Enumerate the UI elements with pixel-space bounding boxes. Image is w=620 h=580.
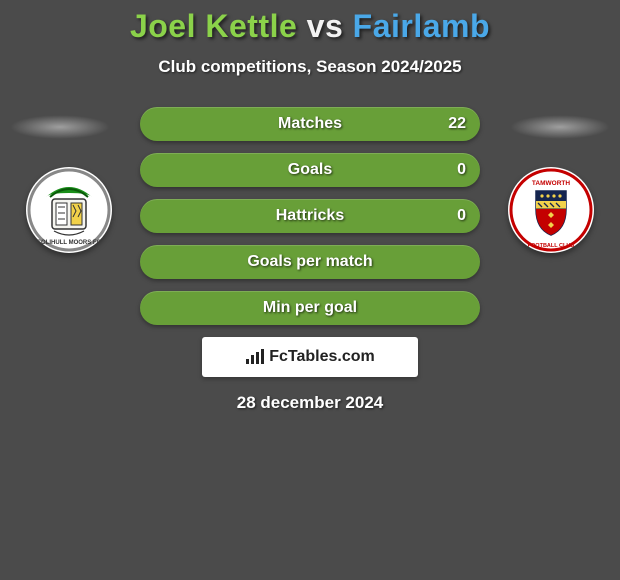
- stat-row: Hattricks 0: [140, 199, 480, 233]
- club-badge-right: TAMWORTH FOOTBALL CLUB: [508, 167, 594, 253]
- player-b-name: Fairlamb: [353, 8, 490, 44]
- brand-box[interactable]: FcTables.com: [202, 337, 418, 377]
- club-crest-right-icon: TAMWORTH FOOTBALL CLUB: [508, 167, 594, 253]
- stats-zone: SOLIHULL MOORS FC TAMWORTH FOOTBA: [0, 107, 620, 325]
- bar-chart-icon: [245, 349, 265, 365]
- stat-row: Min per goal: [140, 291, 480, 325]
- stat-label: Goals: [288, 161, 332, 179]
- svg-text:SOLIHULL MOORS FC: SOLIHULL MOORS FC: [37, 240, 102, 246]
- stat-label: Goals per match: [247, 253, 372, 271]
- brand: FcTables.com: [245, 348, 375, 366]
- stat-value-right: 22: [448, 115, 466, 133]
- comparison-card: Joel Kettle vs Fairlamb Club competition…: [0, 0, 620, 580]
- halo-left: [10, 115, 110, 139]
- svg-text:FOOTBALL CLUB: FOOTBALL CLUB: [528, 243, 575, 249]
- date: 28 december 2024: [0, 393, 620, 413]
- stat-row: Matches 22: [140, 107, 480, 141]
- subtitle: Club competitions, Season 2024/2025: [0, 57, 620, 77]
- stat-label: Hattricks: [276, 207, 344, 225]
- brand-text: FcTables.com: [269, 348, 375, 366]
- stat-value-right: 0: [457, 161, 466, 179]
- stat-value-right: 0: [457, 207, 466, 225]
- stat-row: Goals per match: [140, 245, 480, 279]
- halo-right: [510, 115, 610, 139]
- player-a-name: Joel Kettle: [130, 8, 297, 44]
- club-badge-left: SOLIHULL MOORS FC: [26, 167, 112, 253]
- stat-label: Min per goal: [263, 299, 357, 317]
- stat-label: Matches: [278, 115, 342, 133]
- svg-text:TAMWORTH: TAMWORTH: [532, 180, 570, 187]
- club-crest-left-icon: SOLIHULL MOORS FC: [26, 167, 112, 253]
- page-title: Joel Kettle vs Fairlamb: [0, 8, 620, 45]
- vs-text: vs: [307, 8, 344, 44]
- stat-rows: Matches 22 Goals 0 Hattricks 0 Goals per match…: [140, 107, 480, 325]
- stat-row: Goals 0: [140, 153, 480, 187]
